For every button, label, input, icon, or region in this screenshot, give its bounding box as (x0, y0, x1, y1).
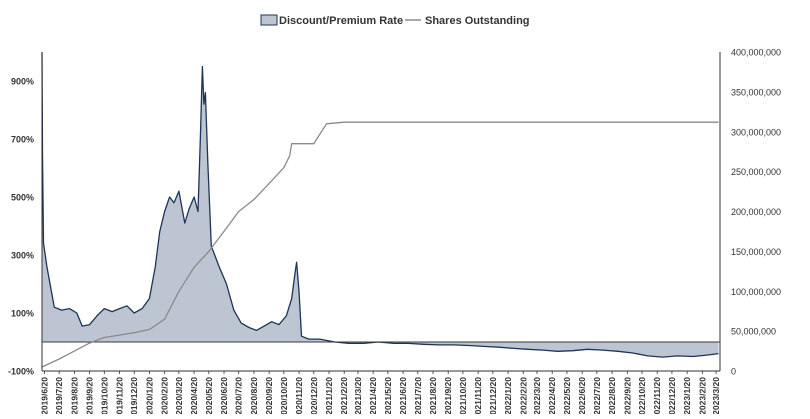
x-tick-label: 2021/10/20 (458, 377, 468, 414)
legend-label-rate: Discount/Premium Rate (279, 15, 403, 27)
legend-swatch-rate (260, 14, 278, 26)
y-right-tick-label: 400,000,000 (731, 48, 781, 58)
x-tick-label: 2020/7/20 (234, 377, 244, 414)
x-tick-label: 2021/9/20 (443, 377, 453, 414)
shares-line (41, 121, 719, 368)
x-tick-label: 2023/2/20 (697, 377, 707, 414)
y-right-tick-label: 200,000,000 (731, 207, 781, 217)
x-tick-label: 2021/5/20 (383, 377, 393, 414)
y-left-tick-label: 300% (11, 251, 34, 261)
y-left-tick-label: 900% (11, 77, 34, 87)
x-tick-label: 2022/4/20 (547, 377, 557, 414)
x-tick-label: 2020/10/20 (279, 377, 289, 414)
axes: -100% 100% 300% 500% 700% 900% 0 50,000,000 100,… (8, 48, 781, 419)
x-tick-label: 2022/2/20 (518, 377, 528, 414)
y-right-tick-label: 50,000,000 (731, 327, 776, 337)
x-tick-label: 2021/7/20 (413, 377, 423, 414)
x-tick-label: 2021/3/20 (353, 377, 363, 414)
x-tick-label: 2021/11/20 (473, 377, 483, 414)
x-tick-label: 2020/9/20 (264, 377, 274, 414)
y-right-tick-label: 100,000,000 (731, 287, 781, 297)
x-tick-label: 2019/10/20 (99, 377, 109, 414)
x-tick-label: 2022/5/20 (562, 377, 572, 414)
x-tick-label: 2021/12/20 (488, 377, 498, 414)
y-left-tick-label: 700% (11, 135, 34, 145)
plot-area (41, 51, 720, 368)
y-left-tick-label: 500% (11, 193, 34, 203)
legend-label-shares: Shares Outstanding (425, 15, 530, 27)
x-tick-label: 2020/5/20 (204, 377, 214, 414)
x-tick-label: 2023/1/20 (682, 377, 692, 414)
x-tick-label: 2020/1/20 (144, 377, 154, 414)
x-tick-label: 2021/1/20 (324, 377, 334, 414)
y-right-tick-label: 250,000,000 (731, 167, 781, 177)
x-tick-label: 2020/12/20 (309, 377, 319, 414)
y-left-tick-label: -100% (8, 367, 34, 377)
x-tick-label: 2022/8/20 (607, 377, 617, 414)
x-tick-label: 2019/12/20 (129, 377, 139, 414)
y-right-tick-label: 300,000,000 (731, 127, 781, 137)
y-right-tick-label: 350,000,000 (731, 87, 781, 97)
x-tick-label: 2022/6/20 (577, 377, 587, 414)
y-right-tick-label: 0 (731, 367, 736, 377)
x-tick-label: 2019/7/20 (54, 377, 64, 414)
x-tick-label: 2019/6/20 (40, 377, 50, 414)
x-tick-label: 2020/3/20 (174, 377, 184, 414)
y-left-tick-label: 100% (11, 309, 34, 319)
rate-area (42, 52, 719, 358)
x-tick-label: 2021/4/20 (368, 377, 378, 414)
x-tick-label: 2020/4/20 (189, 377, 199, 414)
x-tick-label: 2022/3/20 (532, 377, 542, 414)
x-tick-label: 2022/12/20 (667, 377, 677, 414)
x-tick-label: 2020/2/20 (160, 377, 170, 414)
x-tick-label: 2021/6/20 (398, 377, 408, 414)
x-tick-label: 2022/1/20 (503, 377, 513, 414)
x-tick-label: 2020/8/20 (249, 377, 259, 414)
x-tick-label: 2021/2/20 (339, 377, 349, 414)
y-right-tick-label: 150,000,000 (731, 247, 781, 257)
rate-line (41, 51, 719, 358)
x-tick-label: 2019/9/20 (85, 377, 95, 414)
x-tick-label: 2019/8/20 (69, 377, 79, 414)
x-tick-label: 2022/7/20 (592, 377, 602, 414)
x-tick-label: 2020/6/20 (219, 377, 229, 414)
x-tick-label: 2022/11/20 (652, 377, 662, 414)
x-tick-label: 2022/9/20 (622, 377, 632, 414)
x-tick-label: 2019/11/20 (115, 377, 125, 414)
x-tick-label: 2022/10/20 (637, 377, 647, 414)
legend: Discount/Premium Rate Shares Outstanding (260, 14, 530, 27)
x-tick-label: 2023/3/20 (711, 377, 721, 414)
x-tick-label: 2021/8/20 (428, 377, 438, 414)
x-tick-label: 2020/11/20 (294, 377, 304, 414)
